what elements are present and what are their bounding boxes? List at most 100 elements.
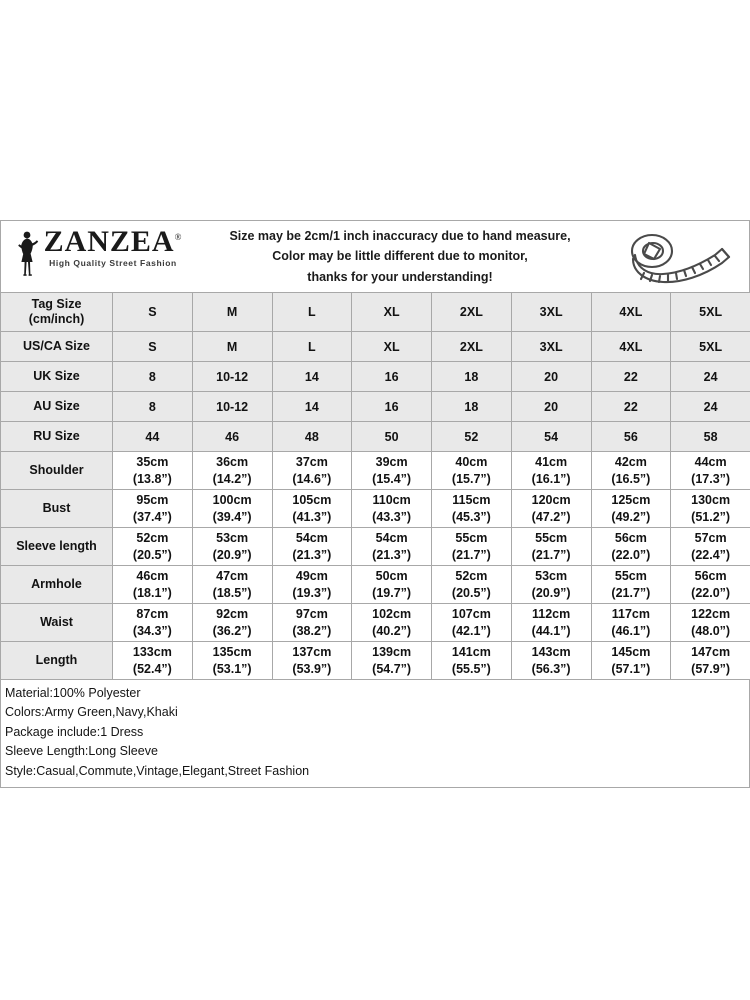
- measurement-cell: 137cm (53.9”): [271, 641, 353, 680]
- measurement-inch: (56.3”): [531, 661, 571, 676]
- measurement-cm: 139cm: [372, 644, 412, 659]
- row-label: AU Size: [0, 391, 113, 422]
- measurement-inch: (43.3”): [372, 509, 412, 524]
- measurement-cell: 125cm (49.2”): [590, 489, 672, 528]
- measurement-cell: 40cm (15.7”): [431, 451, 512, 490]
- measurement-cm: 112cm: [532, 606, 571, 621]
- measurement-cm: 40cm: [455, 454, 488, 469]
- measurement-inch: (20.9”): [212, 547, 252, 562]
- measurement-inch: (46.1”): [611, 623, 651, 638]
- size-cell: 22: [590, 361, 672, 392]
- measurement-cell: 36cm (14.2”): [191, 451, 273, 490]
- measurement-inch: (15.4”): [372, 471, 412, 486]
- measurement-inch: (38.2”): [292, 623, 332, 638]
- measurement-inch: (48.0”): [691, 623, 731, 638]
- woman-silhouette-icon: [16, 229, 42, 286]
- measurement-cm: 44cm: [694, 454, 727, 469]
- table-row: US/CA Size S M L XL 2XL 3XL 4XL 5XL: [0, 331, 750, 362]
- measurement-cell: 52cm (20.5”): [431, 565, 512, 604]
- measurement-cell: 122cm (48.0”): [670, 603, 750, 642]
- measurement-cell: 55cm (21.7”): [431, 527, 512, 566]
- measurement-inch: (21.7”): [611, 585, 651, 600]
- measurement-inch: (54.7”): [372, 661, 412, 676]
- measurement-cell: 39cm (15.4”): [351, 451, 432, 490]
- row-label: UK Size: [0, 361, 113, 392]
- measurement-cell: 139cm (54.7”): [351, 641, 432, 680]
- measurement-inch: (19.7”): [372, 585, 412, 600]
- size-chart-table: Tag Size (cm/inch) S M L XL 2XL 3XL 4XL 5XL US/CA …: [0, 292, 750, 680]
- measurement-inch: (21.7”): [451, 547, 491, 562]
- measurement-inch: (34.3”): [132, 623, 172, 638]
- detail-line-style: Style:Casual,Commute,Vintage,Elegant,Str…: [5, 763, 310, 778]
- size-cell: 10-12: [191, 361, 273, 392]
- measurement-cell: 102cm (40.2”): [351, 603, 432, 642]
- measurement-inch: (20.9”): [531, 585, 571, 600]
- measurement-cm: 120cm: [531, 492, 571, 507]
- notice-line-1: Size may be 2cm/1 inch inaccuracy due to…: [229, 229, 571, 244]
- measurement-cell: 41cm (16.1”): [510, 451, 592, 490]
- measurement-cell: 53cm (20.9”): [191, 527, 273, 566]
- measurement-inch: (16.5”): [611, 471, 651, 486]
- detail-line-sleeve: Sleeve Length:Long Sleeve: [5, 744, 158, 759]
- size-cell: M: [191, 331, 273, 362]
- measurement-cm: 97cm: [295, 606, 328, 621]
- measurement-cell: 55cm (21.7”): [510, 527, 592, 566]
- measurement-cell: 55cm (21.7”): [590, 565, 672, 604]
- measurement-cell: 35cm (13.8”): [112, 451, 193, 490]
- measurement-cm: 92cm: [216, 606, 249, 621]
- size-chart-sheet: ZANZEA® High Quality Street Fashion Size…: [0, 220, 750, 788]
- measurement-cm: 53cm: [535, 568, 568, 583]
- measurement-cell: 143cm (56.3”): [510, 641, 592, 680]
- measurement-cell: 145cm (57.1”): [590, 641, 672, 680]
- measurement-inch: (18.1”): [132, 585, 172, 600]
- size-cell: 8: [112, 391, 193, 422]
- size-cell: 14: [271, 391, 353, 422]
- size-cell: 24: [670, 391, 750, 422]
- product-details: Material:100% Polyester Colors:Army Gree…: [0, 680, 750, 788]
- table-row: Sleeve length 52cm (20.5”) 53cm (20.9”) 54cm (…: [0, 527, 750, 566]
- measurement-inch: (14.6”): [292, 471, 332, 486]
- table-row: UK Size 8 10-12 14 16 18 20 22 24: [0, 361, 750, 392]
- size-cell: 4XL: [590, 292, 672, 332]
- table-row: Waist 87cm (34.3”) 92cm (36.2”) 97cm (38.2”) 10…: [0, 603, 750, 642]
- size-cell: 56: [590, 421, 672, 452]
- measurement-inch: (17.3”): [691, 471, 731, 486]
- measurement-cell: 44cm (17.3”): [670, 451, 750, 490]
- measurement-cell: 141cm (55.5”): [431, 641, 512, 680]
- table-row: Bust 95cm (37.4”) 100cm (39.4”) 105cm (41.3”) 1…: [0, 489, 750, 528]
- measurement-inch: (15.7”): [451, 471, 491, 486]
- row-label: Armhole: [0, 565, 113, 604]
- measurement-cm: 52cm: [136, 530, 169, 545]
- measurement-cm: 56cm: [614, 530, 647, 545]
- measurement-cell: 56cm (22.0”): [670, 565, 750, 604]
- measurement-cell: 87cm (34.3”): [112, 603, 193, 642]
- measurement-inch: (40.2”): [372, 623, 412, 638]
- size-cell: XL: [351, 292, 432, 332]
- size-cell: S: [112, 331, 193, 362]
- measurement-cell: 107cm (42.1”): [431, 603, 512, 642]
- measurement-cell: 147cm (57.9”): [670, 641, 750, 680]
- measurement-inch: (19.3”): [292, 585, 332, 600]
- measurement-cm: 122cm: [691, 606, 731, 621]
- size-cell: 5XL: [670, 331, 750, 362]
- size-cell: 54: [510, 421, 592, 452]
- measurement-cm: 53cm: [216, 530, 249, 545]
- measurement-cell: 105cm (41.3”): [271, 489, 353, 528]
- measurement-cell: 130cm (51.2”): [670, 489, 750, 528]
- measurement-cm: 105cm: [292, 492, 332, 507]
- measurement-cm: 42cm: [614, 454, 647, 469]
- size-cell: 2XL: [431, 331, 512, 362]
- size-cell: 44: [112, 421, 193, 452]
- measurement-cm: 55cm: [535, 530, 568, 545]
- measurement-cell: 100cm (39.4”): [191, 489, 273, 528]
- measurement-cell: 56cm (22.0”): [590, 527, 672, 566]
- measurement-cell: 46cm (18.1”): [112, 565, 193, 604]
- measurement-inch: (57.9”): [691, 661, 731, 676]
- measurement-cell: 115cm (45.3”): [431, 489, 512, 528]
- measurement-cm: 130cm: [691, 492, 731, 507]
- size-cell: 8: [112, 361, 193, 392]
- size-cell: 3XL: [510, 292, 592, 332]
- tape-measure-icon: [609, 221, 749, 292]
- measurement-cell: 97cm (38.2”): [271, 603, 353, 642]
- row-label: Length: [0, 641, 113, 680]
